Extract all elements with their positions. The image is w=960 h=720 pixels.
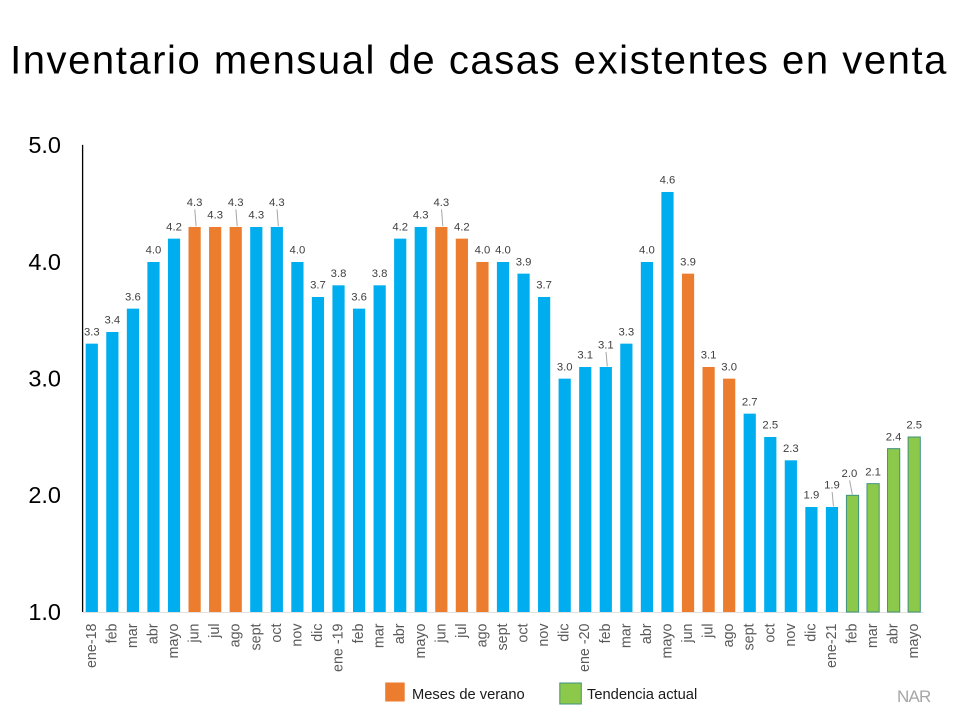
svg-text:4.0: 4.0 xyxy=(28,249,61,275)
svg-text:mayo: mayo xyxy=(659,623,675,658)
svg-text:3.0: 3.0 xyxy=(557,361,573,373)
svg-text:dic: dic xyxy=(803,624,819,642)
svg-text:mar: mar xyxy=(865,623,881,648)
svg-text:abr: abr xyxy=(145,623,161,644)
svg-text:feb: feb xyxy=(598,623,614,643)
svg-text:3.3: 3.3 xyxy=(84,326,100,338)
svg-text:3.4: 3.4 xyxy=(105,315,121,327)
svg-text:jul: jul xyxy=(701,624,717,639)
svg-text:1.9: 1.9 xyxy=(804,490,820,502)
svg-text:2.5: 2.5 xyxy=(762,420,778,432)
svg-text:3.1: 3.1 xyxy=(701,350,717,362)
svg-text:4.0: 4.0 xyxy=(475,245,491,257)
svg-text:ago: ago xyxy=(474,623,490,647)
svg-text:3.0: 3.0 xyxy=(721,361,737,373)
svg-text:jul: jul xyxy=(207,624,223,639)
svg-text:3.1: 3.1 xyxy=(577,350,593,362)
svg-text:feb: feb xyxy=(351,623,367,643)
svg-text:jul: jul xyxy=(454,624,470,639)
svg-text:dic: dic xyxy=(310,624,326,642)
svg-text:ene -20: ene -20 xyxy=(577,623,593,672)
svg-text:2.5: 2.5 xyxy=(906,420,922,432)
svg-text:1.9: 1.9 xyxy=(824,480,840,492)
svg-text:ene-21: ene-21 xyxy=(824,623,840,668)
svg-text:3.6: 3.6 xyxy=(351,291,367,303)
svg-text:3.0: 3.0 xyxy=(28,365,61,391)
svg-text:2.0: 2.0 xyxy=(28,482,61,508)
svg-text:feb: feb xyxy=(845,623,861,643)
svg-text:2.1: 2.1 xyxy=(865,466,881,478)
svg-text:3.9: 3.9 xyxy=(516,256,532,268)
svg-text:4.3: 4.3 xyxy=(413,210,429,222)
svg-text:4.3: 4.3 xyxy=(269,197,285,209)
svg-text:4.3: 4.3 xyxy=(207,210,223,222)
svg-text:3.7: 3.7 xyxy=(536,280,552,292)
svg-text:sept: sept xyxy=(248,623,264,650)
svg-text:4.0: 4.0 xyxy=(146,245,162,257)
svg-text:sept: sept xyxy=(495,623,511,650)
svg-text:3.9: 3.9 xyxy=(680,256,696,268)
svg-text:2.4: 2.4 xyxy=(886,431,902,443)
svg-text:4.2: 4.2 xyxy=(392,221,408,233)
svg-text:4.3: 4.3 xyxy=(433,197,449,209)
svg-text:Meses de verano: Meses de verano xyxy=(412,687,525,703)
svg-text:Tendencia actual: Tendencia actual xyxy=(587,687,697,703)
svg-text:3.7: 3.7 xyxy=(310,280,326,292)
svg-text:1.0: 1.0 xyxy=(28,599,61,625)
svg-text:2.3: 2.3 xyxy=(783,443,799,455)
svg-text:2.7: 2.7 xyxy=(742,396,758,408)
svg-text:ene -19: ene -19 xyxy=(331,623,347,672)
svg-text:NAR: NAR xyxy=(897,687,931,706)
svg-text:4.0: 4.0 xyxy=(290,245,306,257)
svg-text:3.8: 3.8 xyxy=(331,268,347,280)
svg-text:mayo: mayo xyxy=(906,623,922,658)
svg-text:mar: mar xyxy=(618,623,634,648)
svg-text:4.0: 4.0 xyxy=(639,245,655,257)
svg-text:oct: oct xyxy=(516,623,532,642)
svg-text:4.3: 4.3 xyxy=(187,197,203,209)
svg-text:abr: abr xyxy=(886,623,902,644)
svg-text:ene-18: ene-18 xyxy=(84,623,100,668)
svg-text:2.0: 2.0 xyxy=(842,468,858,480)
svg-text:nov: nov xyxy=(536,623,552,647)
svg-text:mar: mar xyxy=(372,623,388,648)
svg-text:3.6: 3.6 xyxy=(125,291,141,303)
svg-text:jun: jun xyxy=(187,623,203,643)
svg-text:ago: ago xyxy=(228,623,244,647)
svg-text:5.0: 5.0 xyxy=(28,132,61,158)
svg-text:mayo: mayo xyxy=(413,623,429,658)
svg-text:4.2: 4.2 xyxy=(166,221,182,233)
svg-text:jun: jun xyxy=(433,623,449,643)
svg-text:feb: feb xyxy=(104,623,120,643)
svg-text:3.8: 3.8 xyxy=(372,268,388,280)
svg-text:4.3: 4.3 xyxy=(228,197,244,209)
svg-text:dic: dic xyxy=(557,624,573,642)
svg-text:nov: nov xyxy=(289,623,305,647)
svg-text:abr: abr xyxy=(392,623,408,644)
svg-text:oct: oct xyxy=(269,623,285,642)
svg-text:4.6: 4.6 xyxy=(660,175,676,187)
svg-text:ago: ago xyxy=(721,623,737,647)
svg-text:mayo: mayo xyxy=(166,623,182,658)
svg-text:3.3: 3.3 xyxy=(619,326,635,338)
svg-text:3.1: 3.1 xyxy=(598,340,614,352)
svg-text:4.0: 4.0 xyxy=(495,245,511,257)
svg-text:mar: mar xyxy=(125,623,141,648)
svg-text:nov: nov xyxy=(783,623,799,647)
svg-text:oct: oct xyxy=(762,623,778,642)
svg-text:4.2: 4.2 xyxy=(454,221,470,233)
svg-text:abr: abr xyxy=(639,623,655,644)
svg-text:4.3: 4.3 xyxy=(248,210,264,222)
svg-text:jun: jun xyxy=(680,623,696,643)
svg-text:sept: sept xyxy=(742,623,758,650)
svg-text:Inventario mensual de casas ex: Inventario mensual de casas existentes e… xyxy=(10,38,948,82)
